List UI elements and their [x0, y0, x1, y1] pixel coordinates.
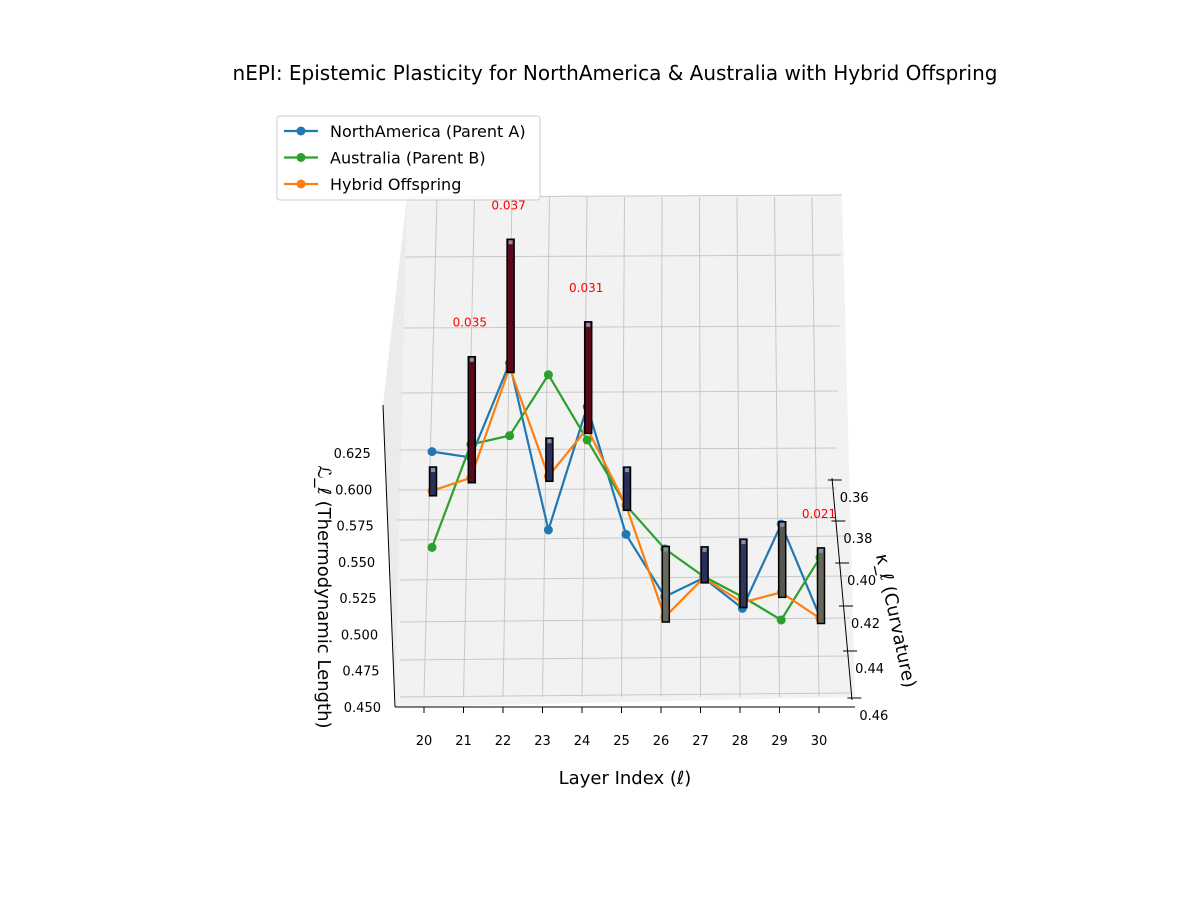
x-tick-label: 23 [534, 734, 551, 749]
bar [583, 321, 593, 435]
z-axis-line [382, 404, 396, 708]
grid-line-vertical [621, 196, 625, 698]
bar [428, 466, 438, 497]
z-tick-label: 0.475 [342, 665, 379, 680]
data-point [427, 542, 437, 552]
grid-line-floor [399, 575, 851, 581]
x-tick-label: 22 [495, 734, 512, 749]
y-tick-label: 0.42 [851, 617, 880, 632]
bar [777, 521, 787, 599]
z-tick-label: 0.450 [344, 701, 381, 716]
grid-line-horizontal [405, 254, 841, 258]
grid-line-floor [399, 617, 851, 623]
x-tick-label: 20 [416, 734, 433, 749]
y-tick-label: 0.44 [855, 662, 884, 677]
back-pane [395, 195, 855, 707]
legend: NorthAmerica (Parent A) Australia (Parent… [276, 115, 541, 201]
grid-lines [397, 194, 851, 698]
bar-top [741, 540, 746, 545]
data-point [505, 431, 515, 441]
bar-top [819, 548, 823, 553]
grid-line-horizontal [403, 325, 840, 329]
grid-line-vertical [660, 196, 663, 698]
grid-line-vertical [581, 196, 588, 698]
legend-marker [296, 179, 306, 189]
chart-title: nEPI: Epistemic Plasticity for NorthAmer… [233, 61, 998, 85]
side-pane [383, 197, 407, 707]
axes-panes [383, 195, 855, 707]
y-tick-label: 0.40 [847, 574, 876, 589]
y-tick-label: 0.36 [840, 491, 869, 506]
z-tick-label: 0.625 [334, 447, 371, 462]
bar-top [625, 468, 629, 473]
bar-top [508, 240, 513, 245]
y-tick-label: 0.38 [843, 532, 872, 547]
z-tick-label: 0.600 [335, 483, 372, 498]
bar [545, 437, 554, 483]
y-axis-line [831, 477, 853, 701]
grid-line-floor [399, 655, 851, 661]
bar-top [780, 522, 785, 527]
data-point [543, 370, 553, 380]
x-tick-label: 24 [574, 734, 591, 749]
bars-layer: 0.035 0.037 0.031 0.021 [428, 198, 836, 625]
z-tick-label: 0.575 [337, 520, 374, 535]
bar [816, 547, 826, 625]
data-point [427, 447, 437, 457]
x-tick-label: 29 [771, 734, 788, 749]
legend-marker [296, 153, 306, 162]
data-point [776, 615, 786, 625]
bar-value-label: 0.035 [453, 316, 487, 330]
x-tick-label: 26 [653, 734, 670, 749]
bar-value-label: 0.037 [491, 198, 525, 212]
grid-line-vertical [423, 196, 438, 698]
grid-line-vertical [774, 196, 780, 698]
bar [467, 355, 477, 484]
z-tick-label: 0.500 [341, 628, 378, 643]
legend-label: Hybrid Offspring [330, 175, 461, 194]
z-axis-label: ℒ_ℓ (Thermodynamic Length) [313, 465, 334, 728]
x-tick-label: 25 [613, 734, 630, 749]
grid-line-vertical [699, 196, 701, 698]
bar [622, 466, 632, 512]
x-tick-label: 30 [811, 734, 828, 749]
x-tick-label: 27 [692, 734, 709, 749]
grid-line-horizontal [397, 517, 836, 521]
x-tick-label: 21 [455, 734, 472, 749]
bar-value-label: 0.021 [802, 507, 836, 521]
z-tick-label: 0.525 [339, 592, 376, 607]
grid-line-floor [399, 692, 851, 698]
bar [506, 238, 515, 374]
bar [700, 546, 709, 584]
bar-top [431, 468, 435, 473]
legend-marker [296, 126, 306, 136]
data-point [543, 525, 553, 535]
bar-top [547, 439, 552, 444]
grid-line-vertical [736, 196, 741, 698]
z-tick-label: 0.550 [338, 556, 375, 571]
x-tick-label: 28 [732, 734, 749, 749]
bar-value-label: 0.031 [569, 281, 603, 295]
legend-label: NorthAmerica (Parent A) [330, 122, 526, 141]
bar-top [469, 357, 474, 362]
bar-top [663, 547, 668, 552]
bar-top [702, 547, 707, 552]
legend-label: Australia (Parent B) [330, 149, 486, 168]
data-point [621, 529, 631, 539]
bar-top [586, 322, 591, 327]
data-point [582, 435, 592, 445]
y-tick-label: 0.46 [859, 709, 888, 724]
bar [661, 545, 671, 623]
axes: 0.450 0.475 0.500 0.525 0.550 0.575 0.600 0.625… [334, 404, 888, 749]
bar [739, 538, 748, 609]
x-axis-label: Layer Index (ℓ) [559, 768, 692, 789]
